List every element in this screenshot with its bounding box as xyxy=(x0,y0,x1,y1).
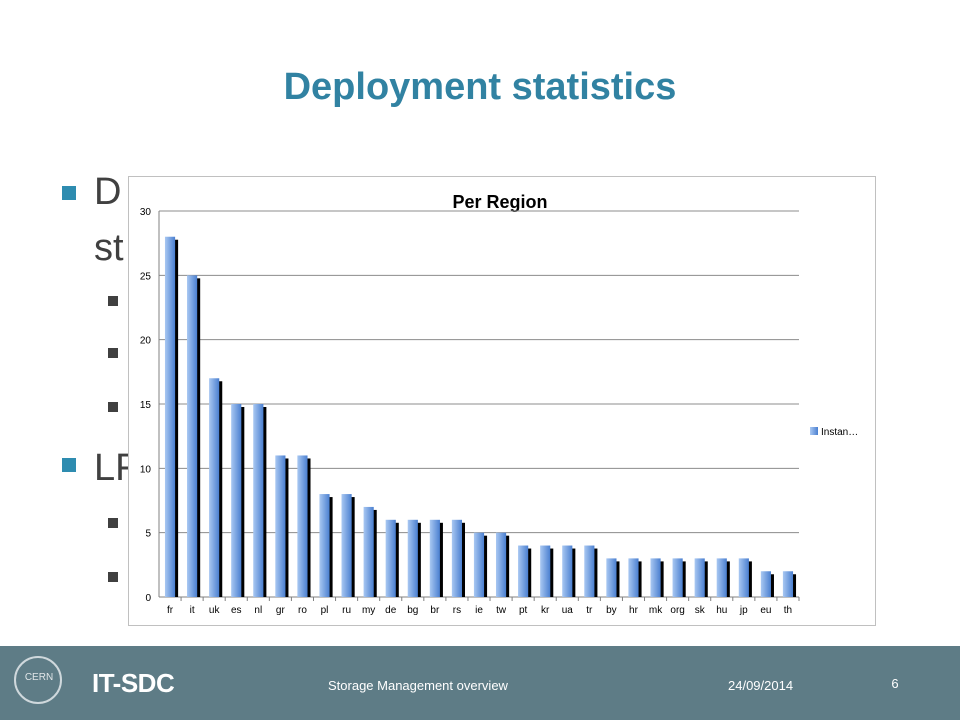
bar xyxy=(562,545,573,597)
bar xyxy=(231,404,242,597)
x-tick-label: gr xyxy=(276,605,286,616)
bar-chart: Per Region 0 5 10 15 20 25 30 fr it uk es nl gr ro pl ru… xyxy=(140,192,858,616)
brand-label: IT-SDC xyxy=(92,668,175,698)
x-tick-label: de xyxy=(385,605,397,616)
x-tick-label: sk xyxy=(695,605,706,616)
x-tick-label: br xyxy=(430,605,440,616)
sub-bullet-marker-3 xyxy=(108,402,118,412)
x-tick-label: pt xyxy=(519,605,528,616)
y-tick-label: 25 xyxy=(140,271,152,282)
x-tick-label: ie xyxy=(475,605,483,616)
chart-container: Per Region 0 5 10 15 20 25 30 fr it uk es nl gr ro pl ru… xyxy=(128,176,876,626)
x-tick-label: hr xyxy=(629,605,639,616)
x-tick-label: kr xyxy=(541,605,550,616)
bar xyxy=(473,532,485,597)
bullet-marker-2 xyxy=(62,458,76,472)
footer-center-text: Storage Management overview xyxy=(328,678,508,693)
bar xyxy=(363,506,374,597)
bar xyxy=(253,404,264,597)
x-tick-label: bg xyxy=(407,605,418,616)
y-tick-label: 30 xyxy=(140,207,152,218)
x-tick-label: org xyxy=(670,605,684,616)
x-tick-label: jp xyxy=(739,605,748,616)
bullet-text-1-cont: st xyxy=(94,227,124,269)
y-tick-label: 5 xyxy=(145,529,151,540)
x-tick-label: mk xyxy=(649,605,663,616)
sub-bullet-marker-1 xyxy=(108,296,118,306)
bar xyxy=(716,558,727,597)
bar xyxy=(429,519,440,597)
legend-swatch xyxy=(810,427,818,435)
bar xyxy=(187,275,198,597)
bar xyxy=(584,545,595,597)
bar xyxy=(738,558,749,597)
bullet-marker-1 xyxy=(62,186,76,200)
bar xyxy=(341,494,352,597)
x-tick-label: ua xyxy=(562,605,574,616)
y-tick-label: 10 xyxy=(140,464,152,475)
bar xyxy=(628,558,639,597)
bar xyxy=(407,519,418,597)
y-tick-label: 15 xyxy=(140,400,152,411)
bar xyxy=(319,494,330,597)
x-tick-label: ro xyxy=(298,605,307,616)
bar xyxy=(694,558,705,597)
x-tick-label: it xyxy=(190,605,195,616)
x-tick-label: rs xyxy=(453,605,461,616)
chart-title: Per Region xyxy=(452,192,547,212)
x-tick-label: fr xyxy=(167,605,174,616)
bar xyxy=(606,558,617,597)
x-tick-label: tw xyxy=(496,605,507,616)
bar xyxy=(540,545,551,597)
x-tick-label: my xyxy=(362,605,375,616)
sub-bullet-marker-4 xyxy=(108,518,118,528)
x-tick-label: eu xyxy=(760,605,771,616)
y-tick-label: 20 xyxy=(140,336,152,347)
sub-bullet-marker-5 xyxy=(108,572,118,582)
page-number: 6 xyxy=(891,676,899,691)
bar xyxy=(782,571,794,597)
bar xyxy=(495,532,507,597)
bar xyxy=(209,378,220,597)
x-tick-label: th xyxy=(784,605,792,616)
bullet-text-1: D xyxy=(94,171,122,213)
bar xyxy=(451,519,463,597)
x-tick-label: nl xyxy=(254,605,262,616)
bar xyxy=(518,545,529,597)
sub-bullet-marker-2 xyxy=(108,348,118,358)
footer-bar xyxy=(0,646,960,720)
y-tick-label: 0 xyxy=(145,593,151,604)
bar xyxy=(672,558,683,597)
legend-label: Instan… xyxy=(821,427,858,438)
x-tick-label: by xyxy=(606,605,617,616)
x-tick-label: ru xyxy=(342,605,351,616)
x-tick-label: pl xyxy=(321,605,329,616)
x-tick-label: uk xyxy=(209,605,221,616)
x-tick-label: es xyxy=(231,605,242,616)
x-tick-label: hu xyxy=(716,605,727,616)
bar xyxy=(164,236,176,597)
cern-logo-text: CERN xyxy=(24,672,54,683)
bar xyxy=(650,558,661,597)
slide-title: Deployment statistics xyxy=(283,66,677,108)
footer-date: 24/09/2014 xyxy=(728,678,794,693)
bar xyxy=(760,571,771,597)
x-tick-label: tr xyxy=(586,605,593,616)
cern-logo xyxy=(14,656,62,704)
bar xyxy=(297,455,308,597)
bar xyxy=(385,519,396,597)
bar xyxy=(275,455,286,597)
